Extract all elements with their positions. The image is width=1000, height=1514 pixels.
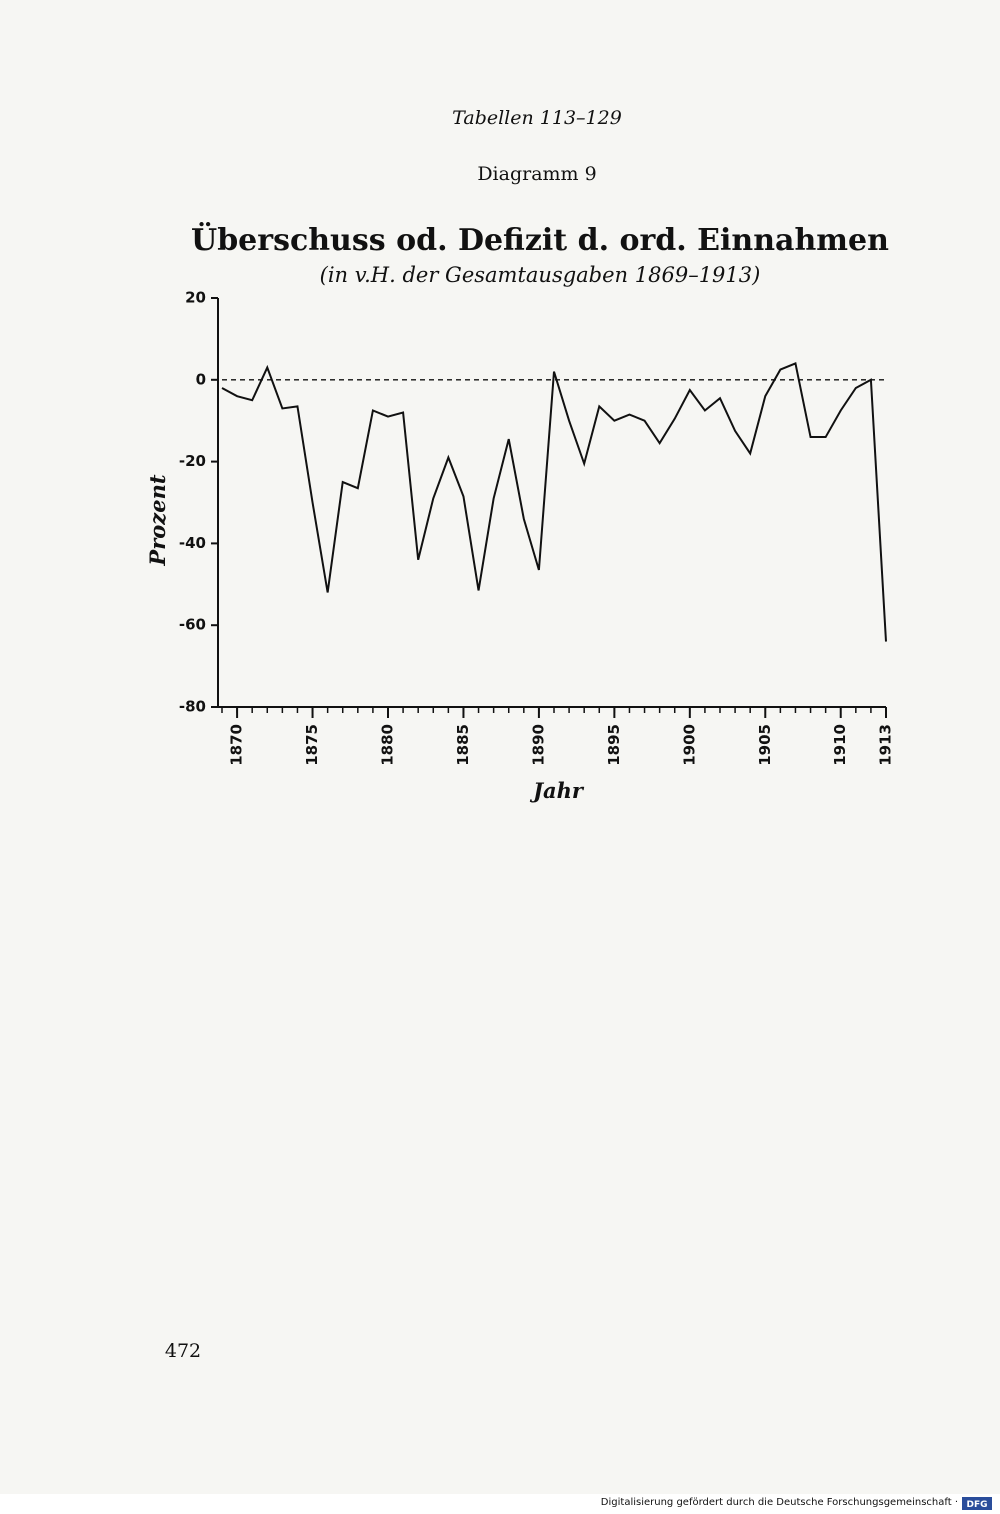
data-line [221, 362, 887, 642]
chart-title: Überschuss od. Defizit d. ord. Einnahmen [191, 221, 889, 258]
x-tick-label: 1885 [454, 724, 472, 766]
x-tick-label: 1880 [379, 724, 397, 766]
y-tick-label: 20 [185, 289, 206, 307]
footer-logo-box [962, 1497, 992, 1510]
page-number: 472 [165, 1340, 201, 1362]
x-tick-label: 1910 [831, 724, 849, 766]
diagram-label: Diagramm 9 [477, 163, 596, 185]
y-tick-label: 0 [196, 370, 206, 388]
y-tick-label: -40 [179, 534, 206, 552]
y-tick-label: -60 [179, 616, 206, 634]
x-tick-label: 1870 [228, 724, 246, 766]
chart-subtitle: (in v.H. der Gesamtausgaben 1869–1913) [320, 263, 761, 287]
x-axis-label: Jahr [529, 778, 585, 803]
x-tick-label: 1875 [303, 724, 321, 766]
footer-logo: DFG [966, 1500, 987, 1510]
x-tick-label: 1905 [756, 724, 774, 766]
running-title: Tabellen 113–129 [452, 107, 622, 129]
y-axis-label: Prozent [145, 474, 170, 566]
x-tick-label: 1900 [680, 724, 698, 766]
x-tick-label: 1895 [605, 724, 623, 766]
x-tick-label: 1913 [877, 724, 895, 766]
footer-text: Digitalisierung gefördert durch die Deut… [601, 1497, 958, 1508]
x-tick-label: 1890 [529, 724, 547, 766]
y-tick-label: -20 [179, 452, 206, 470]
y-tick-label: -80 [179, 698, 206, 716]
